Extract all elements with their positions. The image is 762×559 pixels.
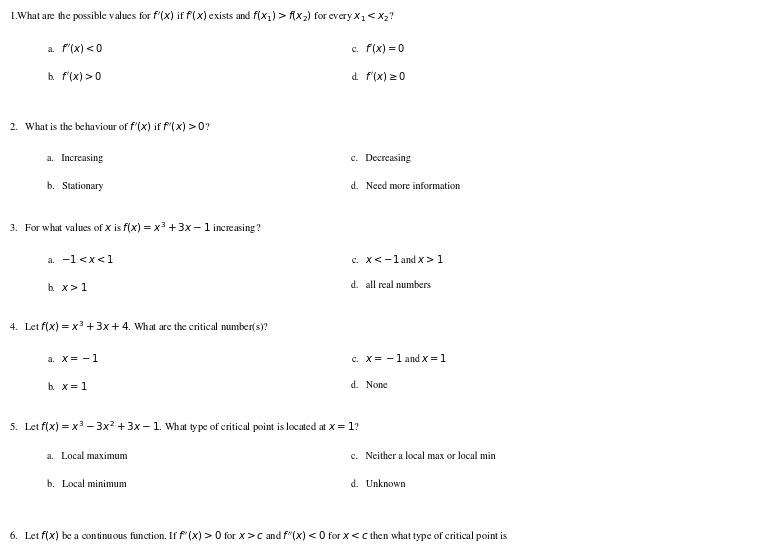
Text: c.   Decreasing: c. Decreasing: [351, 153, 410, 163]
Text: 2.   What is the behaviour of $f'(x)$ if $f''(x) > 0$?: 2. What is the behaviour of $f'(x)$ if $…: [9, 121, 211, 134]
Text: c.   $x = -1$ and $x = 1$: c. $x = -1$ and $x = 1$: [351, 352, 447, 364]
Text: b.   Stationary: b. Stationary: [47, 181, 104, 191]
Text: a.   $x = -1$: a. $x = -1$: [47, 352, 100, 364]
Text: c.   $f'(x) = 0$: c. $f'(x) = 0$: [351, 42, 405, 55]
Text: a.   Increasing: a. Increasing: [47, 153, 104, 163]
Text: d.   None: d. None: [351, 380, 387, 390]
Text: a.   $-1 < x < 1$: a. $-1 < x < 1$: [47, 253, 114, 264]
Text: b.   $f'(x) > 0$: b. $f'(x) > 0$: [47, 70, 102, 83]
Text: 5.   Let $f(x) = x^3 - 3x^2 + 3x - 1$. What type of critical point is located at: 5. Let $f(x) = x^3 - 3x^2 + 3x - 1$. Wha…: [9, 419, 360, 435]
Text: c.   Neither a local max or local min: c. Neither a local max or local min: [351, 452, 495, 461]
Text: b.   Local minimum: b. Local minimum: [47, 480, 126, 489]
Text: d.   $f'(x) \geq 0$: d. $f'(x) \geq 0$: [351, 70, 405, 83]
Text: 6.   Let $f(x)$ be a continuous function. If $f''(x) > 0$ for $x > c$ and $f''(x: 6. Let $f(x)$ be a continuous function. …: [9, 530, 508, 544]
Text: b.   $x > 1$: b. $x > 1$: [47, 281, 88, 292]
Text: b.   $x = 1$: b. $x = 1$: [47, 380, 88, 392]
Text: 4.   Let $f(x) = x^3 + 3x + 4$. What are the critical number(s)?: 4. Let $f(x) = x^3 + 3x + 4$. What are t…: [9, 320, 269, 335]
Text: d.   Need more information: d. Need more information: [351, 181, 459, 191]
Text: d.   all real numbers: d. all real numbers: [351, 281, 431, 290]
Text: 1.What are the possible values for $f'(x)$ if $f'(x)$ exists and $f(x_1) > f(x_2: 1.What are the possible values for $f'(x…: [9, 10, 395, 25]
Text: 3.   For what values of $x$ is $f(x) = x^3 + 3x - 1$ increasing?: 3. For what values of $x$ is $f(x) = x^3…: [9, 220, 261, 236]
Text: a.   Local maximum: a. Local maximum: [47, 452, 127, 461]
Text: d.   Unknown: d. Unknown: [351, 480, 405, 489]
Text: a.   $f''(x) < 0$: a. $f''(x) < 0$: [47, 42, 104, 55]
Text: c.   $x < -1$ and $x > 1$: c. $x < -1$ and $x > 1$: [351, 253, 443, 264]
